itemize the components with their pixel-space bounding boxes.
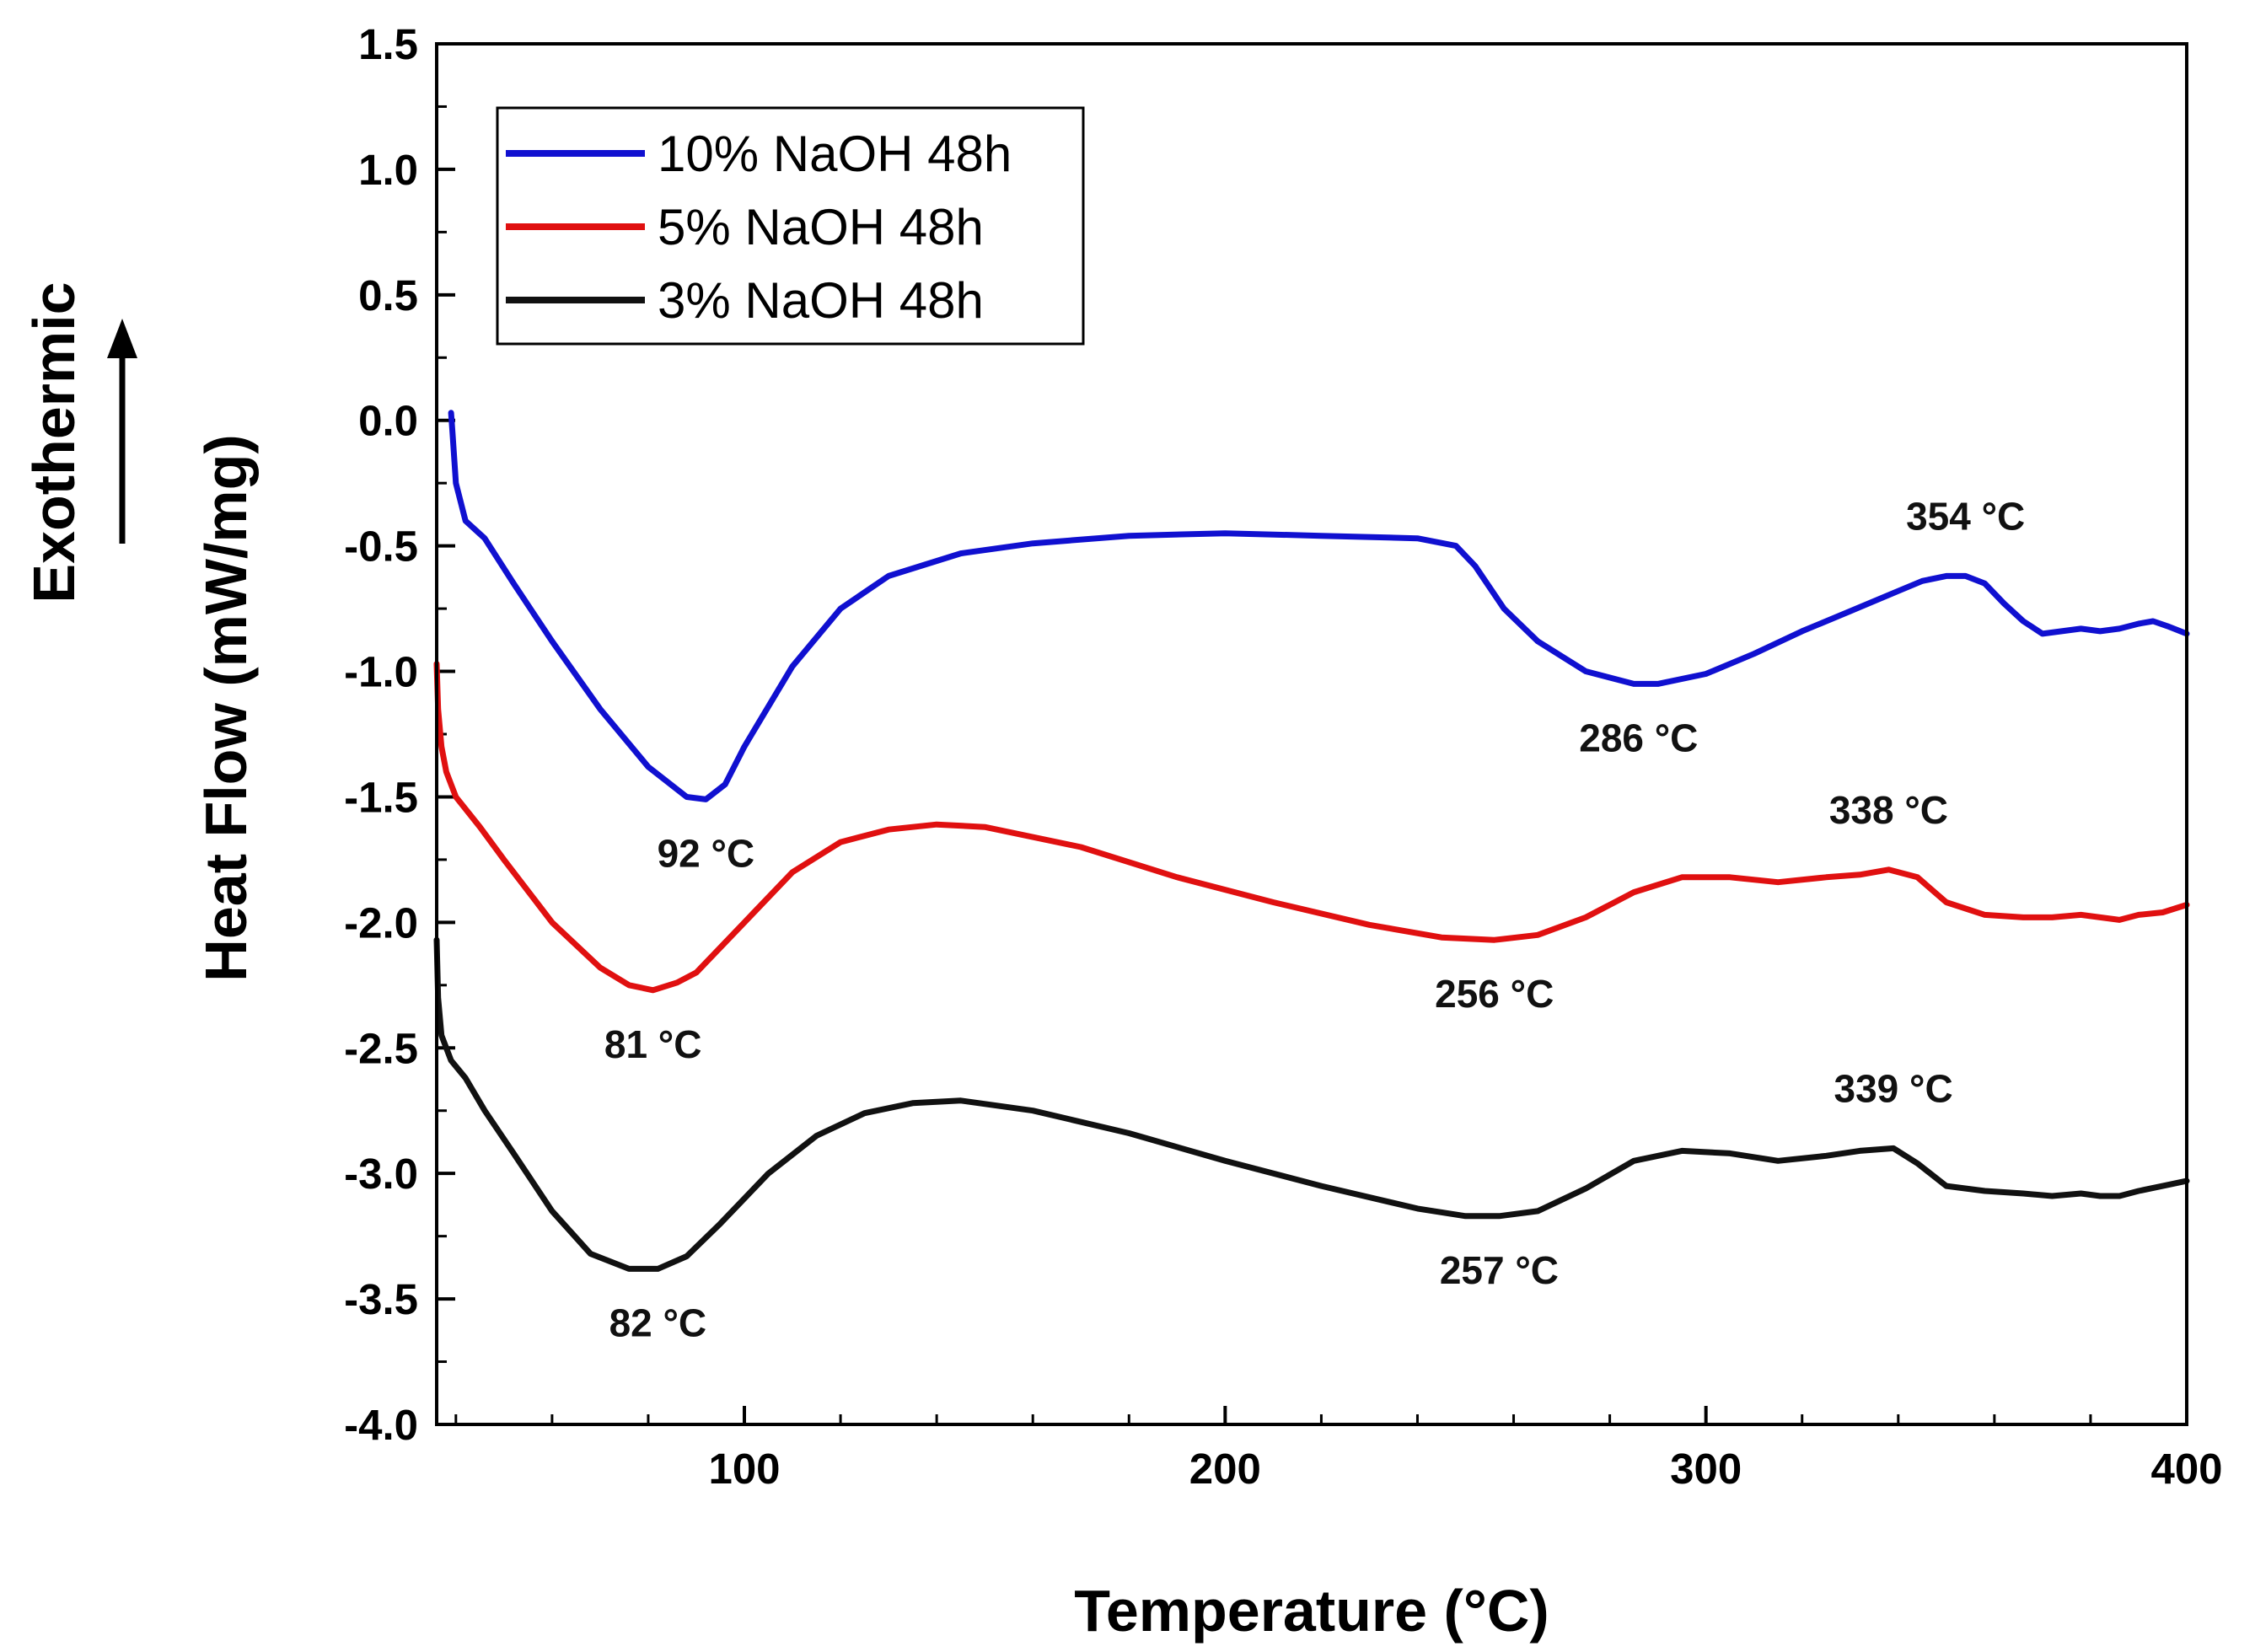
series-layer	[433, 410, 2190, 1272]
peak-label: 92 °C	[658, 831, 755, 875]
y-tick-label: 1.0	[358, 146, 418, 194]
y-tick-label: 0.0	[358, 397, 418, 445]
y-tick-label: -1.0	[344, 648, 418, 696]
legend-label: 5% NaOH 48h	[658, 199, 984, 255]
y-tick-label: -4.0	[344, 1401, 418, 1449]
y-tick-label: -1.5	[344, 773, 418, 821]
annotations-layer: 92 °C 286 °C 354 °C 81 °C 256 °C 338 °C 82 °C 2…	[604, 494, 2025, 1344]
peak-label: 354 °C	[1906, 494, 2025, 538]
series-line	[433, 661, 2190, 994]
y-tick-label: -3.5	[344, 1275, 418, 1323]
peak-label: 286 °C	[1579, 716, 1698, 759]
x-tick-label: 200	[1189, 1445, 1261, 1493]
legend-label: 3% NaOH 48h	[658, 272, 984, 329]
x-tick-label: 400	[2150, 1445, 2222, 1493]
peak-label: 82 °C	[609, 1301, 707, 1344]
peak-label: 339 °C	[1834, 1066, 1953, 1110]
peak-label: 81 °C	[604, 1022, 702, 1066]
peak-label: 257 °C	[1440, 1248, 1559, 1292]
exothermic-label: Exothermic	[21, 282, 87, 603]
legend-label: 10% NaOH 48h	[658, 126, 1012, 182]
y-tick-label: 1.5	[358, 20, 418, 68]
y-tick-label: 0.5	[358, 271, 418, 319]
x-tick-label: 300	[1670, 1445, 1742, 1493]
x-tick-label: 100	[708, 1445, 780, 1493]
y-tick-label: -0.5	[344, 523, 418, 571]
series-line	[433, 936, 2190, 1272]
exothermic-arrow	[107, 319, 137, 544]
y-tick-label: -2.5	[344, 1024, 418, 1072]
ticks-layer: 1.5 1.0 0.5 0.0 -0.5 -1.0 -1.5 -2.0 -2.5 -3.0 -3.5…	[344, 20, 2222, 1493]
peak-label: 338 °C	[1829, 788, 1948, 832]
legend: 10% NaOH 48h 5% NaOH 48h 3% NaOH 48h	[496, 106, 1085, 346]
x-axis-title: Temperature (°C)	[1074, 1578, 1549, 1644]
y-tick-label: -3.0	[344, 1150, 418, 1198]
plot-frame	[435, 42, 2188, 1426]
y-axis-title: Heat Flow (mW/mg)	[193, 434, 259, 981]
y-tick-label: -2.0	[344, 898, 418, 947]
series-line	[448, 410, 2190, 802]
peak-label: 256 °C	[1435, 972, 1554, 1016]
